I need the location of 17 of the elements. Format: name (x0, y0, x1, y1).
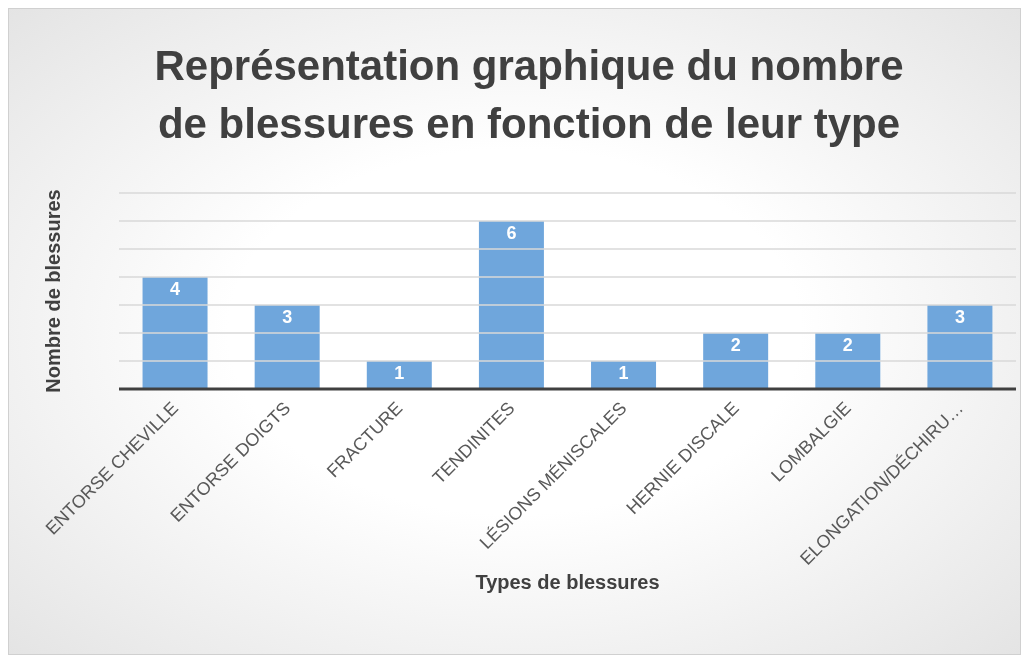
data-label: 3 (954, 306, 965, 327)
bar (703, 333, 769, 389)
data-label: 6 (506, 222, 517, 243)
bar (142, 277, 208, 389)
data-label: 3 (282, 306, 293, 327)
data-label: 1 (394, 362, 405, 383)
data-label: 4 (170, 278, 181, 299)
bar (254, 305, 320, 389)
bar (927, 305, 993, 389)
y-axis-title: Nombre de blessures (42, 189, 65, 393)
data-label: 1 (618, 362, 629, 383)
x-axis-title: Types de blessures (475, 571, 660, 593)
data-label: 2 (842, 334, 853, 355)
data-label: 2 (730, 334, 741, 355)
bar (815, 333, 881, 389)
chart-title: Représentation graphique du nombre de blessures en fonction de leur type (153, 41, 905, 149)
bar (478, 221, 544, 389)
